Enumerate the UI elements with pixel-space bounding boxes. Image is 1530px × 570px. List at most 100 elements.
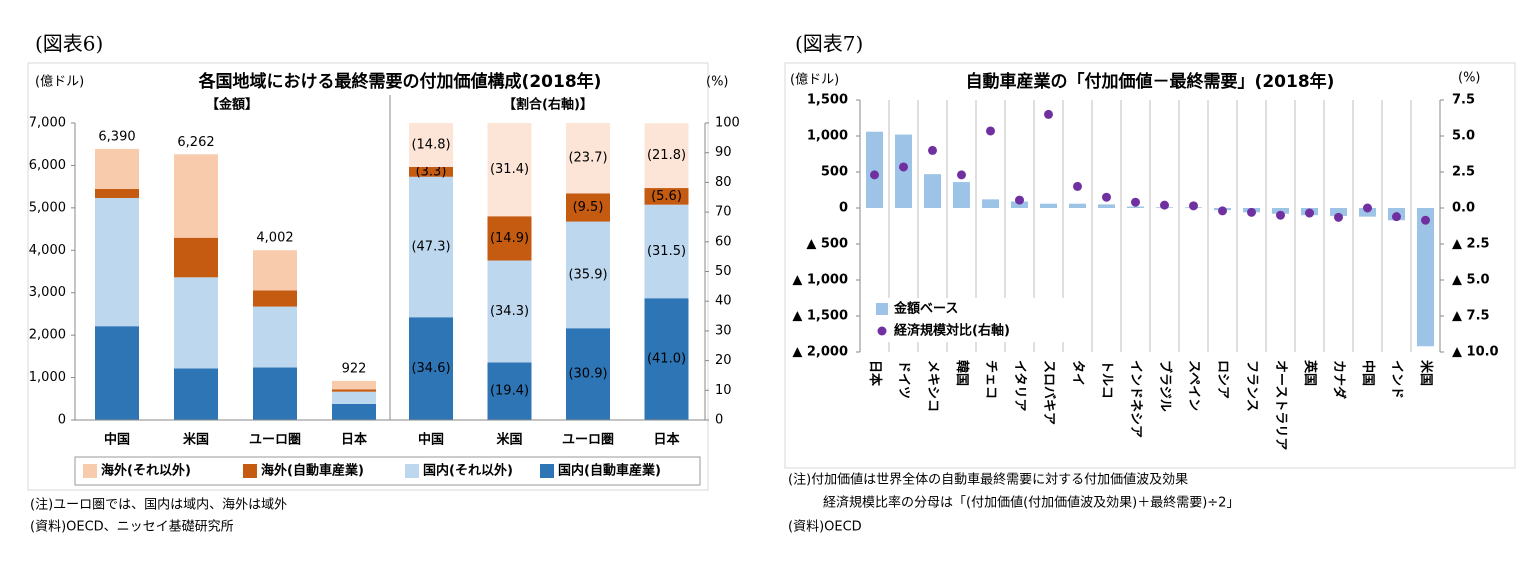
bar-segment <box>253 290 297 307</box>
x-tick-label: フランス <box>1244 360 1259 412</box>
data-label: (5.6) <box>651 189 682 204</box>
chart-frame <box>784 62 1516 469</box>
point <box>1044 109 1053 119</box>
point <box>1131 197 1140 207</box>
y-tick-label: 3,000 <box>29 285 66 300</box>
y2-tick-label: ▲ 5.0 <box>1452 273 1490 288</box>
y2-tick-label: 60 <box>715 234 732 249</box>
x-tick-label: 英国 <box>1302 359 1318 386</box>
y-tick-label: 4,000 <box>29 243 66 258</box>
y2-tick-label: 10 <box>715 383 732 398</box>
bar-segment <box>487 216 532 261</box>
point <box>1363 203 1372 213</box>
legend-label: 経済規模対比(右軸) <box>894 323 1010 339</box>
y-tick-label: 7,000 <box>29 116 66 131</box>
legend-swatch <box>243 464 257 478</box>
data-label: (3.3) <box>416 164 447 179</box>
chart-title: 自動車産業の「付加価値－最終需要」(2018年) <box>966 71 1335 92</box>
y2-tick-label: 40 <box>715 294 732 309</box>
point <box>1247 207 1256 217</box>
y-tick-label: ▲ 1,500 <box>792 309 848 324</box>
y2-tick-label: 0 <box>715 413 723 428</box>
y-tick-label: ▲ 2,000 <box>792 345 848 360</box>
bar-segment <box>95 148 139 190</box>
bar-segment <box>409 166 453 177</box>
bar-segment <box>487 362 532 420</box>
point <box>1189 201 1198 211</box>
bar-segment <box>95 326 139 420</box>
data-label: (34.6) <box>411 361 450 376</box>
x-tick-label: ロシア <box>1215 360 1230 399</box>
total-label: 922 <box>342 361 367 376</box>
y2-tick-label: ▲ 2.5 <box>1452 237 1490 252</box>
data-label: (14.9) <box>490 231 529 246</box>
bar <box>866 131 883 208</box>
point <box>1392 212 1401 222</box>
x-tick-label: スロバキア <box>1041 360 1056 425</box>
bar-segment <box>409 317 453 420</box>
x-tick-label: 中国 <box>104 432 130 448</box>
bar <box>1040 203 1057 208</box>
x-tick-label: 米国 <box>496 432 522 448</box>
point <box>870 170 879 180</box>
point <box>986 126 995 136</box>
point <box>1334 212 1343 222</box>
bar-segment <box>174 237 218 278</box>
chart-frame <box>27 62 709 491</box>
bar-segment <box>174 154 218 238</box>
x-tick-label: イタリア <box>1012 360 1027 411</box>
y-tick-label: ▲ 500 <box>806 237 848 252</box>
y-tick-label: 0 <box>839 201 848 216</box>
y-axis-label: (億ドル) <box>790 72 839 88</box>
data-label: (31.4) <box>490 162 529 177</box>
point <box>1073 181 1082 191</box>
y2-tick-label: 50 <box>715 264 732 279</box>
bar-segment <box>253 367 297 420</box>
data-label: (47.3) <box>411 239 450 254</box>
figure-label: (図表7) <box>795 32 863 56</box>
x-tick-label: オーストラリア <box>1273 360 1288 450</box>
bar <box>982 199 999 208</box>
bar-segment <box>644 188 689 205</box>
y-tick-label: 1,000 <box>807 129 848 144</box>
x-tick-label: 中国 <box>1360 360 1376 386</box>
bar-segment <box>409 176 453 318</box>
x-tick-label: 日本 <box>867 360 883 386</box>
y2-tick-label: ▲ 10.0 <box>1452 345 1499 360</box>
bar-segment <box>566 221 610 329</box>
legend-swatch <box>83 464 97 478</box>
bar-segment <box>174 277 218 369</box>
y2-tick-label: 0.0 <box>1452 201 1475 216</box>
x-tick-label: インド <box>1389 360 1404 399</box>
y-tick-label: 1,000 <box>29 370 66 385</box>
data-label: (19.4) <box>490 384 529 399</box>
data-label: (30.9) <box>568 367 607 382</box>
y2-tick-label: 100 <box>715 116 740 131</box>
bar-segment <box>644 123 689 189</box>
figure-label: (図表6) <box>35 32 103 56</box>
bar <box>924 174 941 208</box>
bar-segment <box>644 298 689 420</box>
total-label: 6,390 <box>98 129 135 144</box>
bar <box>1127 206 1144 208</box>
bar-segment <box>566 193 610 222</box>
bar-segment <box>95 197 139 327</box>
x-tick-label: ユーロ圏 <box>249 433 301 448</box>
y-tick-label: ▲ 1,000 <box>792 273 848 288</box>
note: (資料)OECD、ニッセイ基礎研究所 <box>30 520 234 535</box>
point <box>899 162 908 172</box>
y2-axis-label: (%) <box>1458 71 1481 86</box>
note: (注)ユーロ圏では、国内は域内、海外は域外 <box>30 497 287 513</box>
y2-tick-label: ▲ 7.5 <box>1452 309 1490 324</box>
x-tick-label: 日本 <box>341 432 367 448</box>
legend-label: 国内(それ以外) <box>423 463 513 479</box>
bar-segment <box>253 306 297 368</box>
legend-swatch <box>405 464 419 478</box>
x-tick-label: 米国 <box>1418 360 1434 386</box>
y2-tick-label: 30 <box>715 323 732 338</box>
panel-label: 【金額】 <box>206 97 258 113</box>
bar-segment <box>332 391 376 404</box>
bar <box>1069 203 1086 208</box>
bar-segment <box>332 380 376 390</box>
point <box>1015 195 1024 205</box>
